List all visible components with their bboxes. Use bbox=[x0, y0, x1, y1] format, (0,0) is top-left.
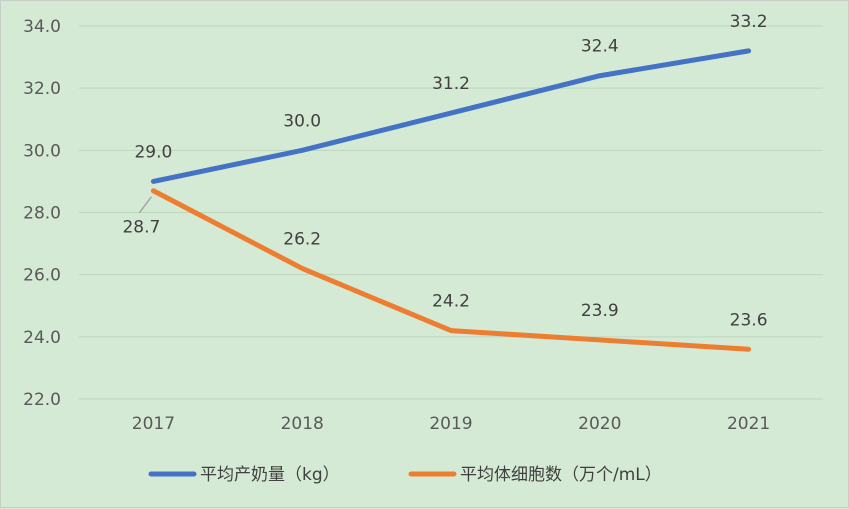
data-label-0-0: 29.0 bbox=[134, 142, 172, 162]
data-label-0-4: 33.2 bbox=[730, 12, 768, 32]
x-tick-label-2017: 2017 bbox=[132, 414, 175, 434]
y-tick-label-22.0: 22.0 bbox=[23, 390, 61, 410]
y-tick-label-24.0: 24.0 bbox=[23, 328, 61, 348]
legend-label-somatic-cell-count: 平均体细胞数（万个/mL） bbox=[460, 465, 662, 485]
series-line-1 bbox=[150, 188, 752, 352]
data-label-1-3: 23.9 bbox=[581, 301, 619, 321]
series-line-0 bbox=[150, 48, 752, 184]
gridlines bbox=[79, 25, 823, 400]
x-axis-ticks: 2017 2018 2019 2020 2021 bbox=[132, 414, 770, 434]
series-lines bbox=[150, 48, 752, 352]
data-label-0-1: 30.0 bbox=[283, 111, 321, 131]
legend: 平均产奶量（kg） 平均体细胞数（万个/mL） bbox=[148, 465, 662, 485]
data-label-1-4: 23.6 bbox=[730, 310, 768, 330]
y-tick-label-32.0: 32.0 bbox=[23, 79, 61, 99]
data-label-0-2: 31.2 bbox=[432, 74, 470, 94]
y-axis-ticks: 22.0 24.0 26.0 28.0 30.0 32.0 34.0 bbox=[23, 17, 61, 410]
x-tick-label-2020: 2020 bbox=[578, 414, 621, 434]
x-tick-label-2019: 2019 bbox=[429, 414, 472, 434]
legend-label-milk-yield: 平均产奶量（kg） bbox=[200, 465, 340, 485]
y-tick-label-34.0: 34.0 bbox=[23, 17, 61, 37]
data-label-0-3: 32.4 bbox=[581, 37, 619, 57]
data-label-1-1: 26.2 bbox=[283, 229, 321, 249]
x-tick-label-2021: 2021 bbox=[727, 414, 770, 434]
data-label-1-0: 28.7 bbox=[122, 218, 160, 238]
x-tick-label-2018: 2018 bbox=[281, 414, 324, 434]
data-label-1-2: 24.2 bbox=[432, 292, 470, 312]
data-labels: 29.0 30.0 31.2 32.4 33.2 28.7 26.2 24.2 23.9 23.6 bbox=[122, 12, 767, 330]
y-tick-label-28.0: 28.0 bbox=[23, 204, 61, 224]
y-tick-label-30.0: 30.0 bbox=[23, 141, 61, 161]
y-tick-label-26.0: 26.0 bbox=[23, 266, 61, 286]
leader-line-1-0 bbox=[138, 196, 152, 214]
